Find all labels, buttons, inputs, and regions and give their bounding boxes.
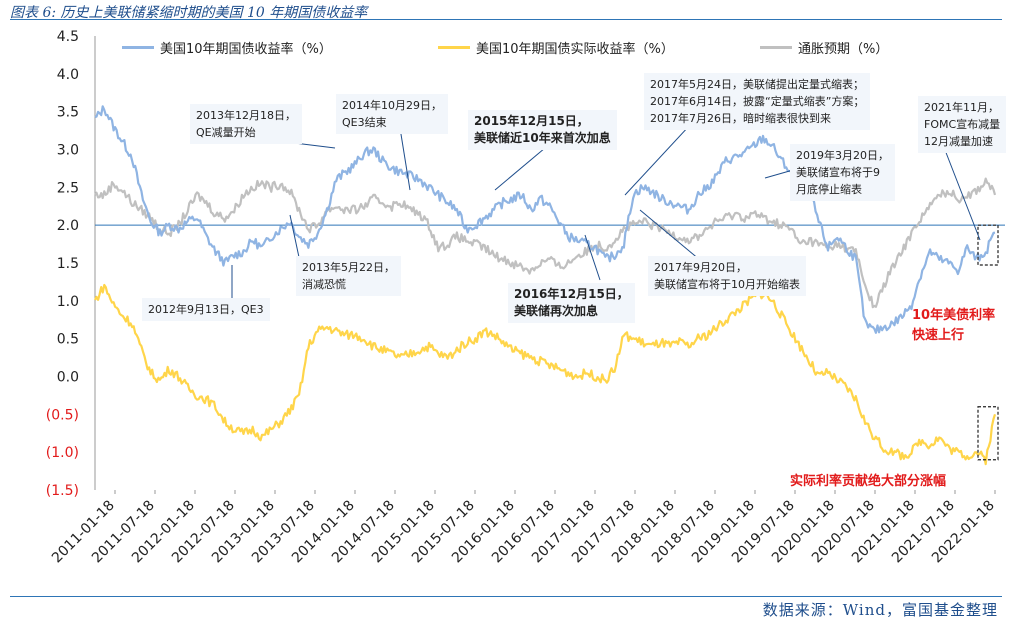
annotation-leader <box>399 127 411 191</box>
annotation-2016-12-hike: 2016年12月15日， 美联储再次加息 <box>508 283 635 323</box>
y-tick-label: 1.0 <box>57 294 79 310</box>
y-tick-label: (0.5) <box>46 407 79 423</box>
y-tick-label: 2.5 <box>57 180 79 196</box>
red-note-real-rate-contribution: 实际利率贡献绝大部分涨幅 <box>790 474 947 489</box>
y-tick-label: 4.0 <box>57 67 79 83</box>
series-breakeven-inflation <box>94 177 997 309</box>
y-tick-label: 4.5 <box>57 29 79 45</box>
annotation-2015-12-hike: 2015年12月15日， 美联储近10年来首次加息 <box>468 110 617 150</box>
y-tick-label: (1.0) <box>46 445 79 461</box>
annotation-leader <box>289 214 301 263</box>
annotation-leader <box>639 209 701 261</box>
annotation-2013-12-qe-taper: 2013年12月18日， QE减量开始 <box>190 104 302 144</box>
bottom-rule <box>10 596 1002 597</box>
source-note: 数据来源：Wind，富国基金整理 <box>762 601 998 619</box>
legend-label-breakeven: 通胀预期（%） <box>798 42 889 57</box>
annotation-2013-05-taper-tantrum: 2013年5月22日， 消减恐慌 <box>296 256 401 296</box>
annotation-leader <box>584 234 601 281</box>
legend-nominal[interactable]: 美国10年期国债收益率（%） <box>122 38 332 57</box>
highlight-box-nominal <box>977 224 999 266</box>
annotation-leader <box>494 147 546 191</box>
y-tick-label: 3.5 <box>57 105 79 121</box>
annotation-2021-11-fomc: 2021年11月， FOMC宣布减量 12月减量加速 <box>918 96 1007 153</box>
annotation-2019-03-stop-qt: 2019年3月20日， 美联储宣布将于9 月底停止缩表 <box>790 144 895 201</box>
annotation-leader <box>624 124 691 196</box>
series-real-yield <box>94 283 997 466</box>
red-note-rapid-rise: 10年美债利率 快速上行 <box>912 308 996 343</box>
annotation-leader <box>944 149 981 241</box>
legend-breakeven[interactable]: 通胀预期（%） <box>760 38 888 57</box>
legend-real[interactable]: 美国10年期国债实际收益率（%） <box>438 38 674 57</box>
legend-swatch-breakeven <box>760 46 792 49</box>
legend-swatch-real <box>438 46 470 49</box>
y-tick-label: 1.5 <box>57 256 79 272</box>
annotation-2017-05-qt: 2017年5月24日，美联储提出定量式缩表； 2017年6月14日，披露“定量式… <box>644 73 871 130</box>
y-tick-label: 0.5 <box>57 332 79 348</box>
legend-swatch-nominal <box>122 46 154 49</box>
y-tick-label: 2.0 <box>57 218 79 234</box>
figure-title: 图表 6: 历史上美联储紧缩时期的美国 10 年期国债收益率 <box>10 5 368 21</box>
annotation-2017-09-qt-start: 2017年9月20日， 美联储宣布将于10月开始缩表 <box>648 256 806 296</box>
legend-label-nominal: 美国10年期国债收益率（%） <box>160 42 332 57</box>
annotation-2012-09-qe3: 2012年9月13日，QE3 <box>142 298 270 321</box>
annotation-2014-10-qe3-end: 2014年10月29日， QE3结束 <box>336 94 448 134</box>
y-tick-label: 0.0 <box>57 370 79 386</box>
title-rule <box>10 19 1002 20</box>
legend-label-real: 美国10年期国债实际收益率（%） <box>476 42 674 57</box>
series-nominal-yield <box>94 105 996 334</box>
y-tick-label: (1.5) <box>46 483 79 499</box>
y-tick-label: 3.0 <box>57 143 79 159</box>
highlight-box-real <box>977 406 999 461</box>
